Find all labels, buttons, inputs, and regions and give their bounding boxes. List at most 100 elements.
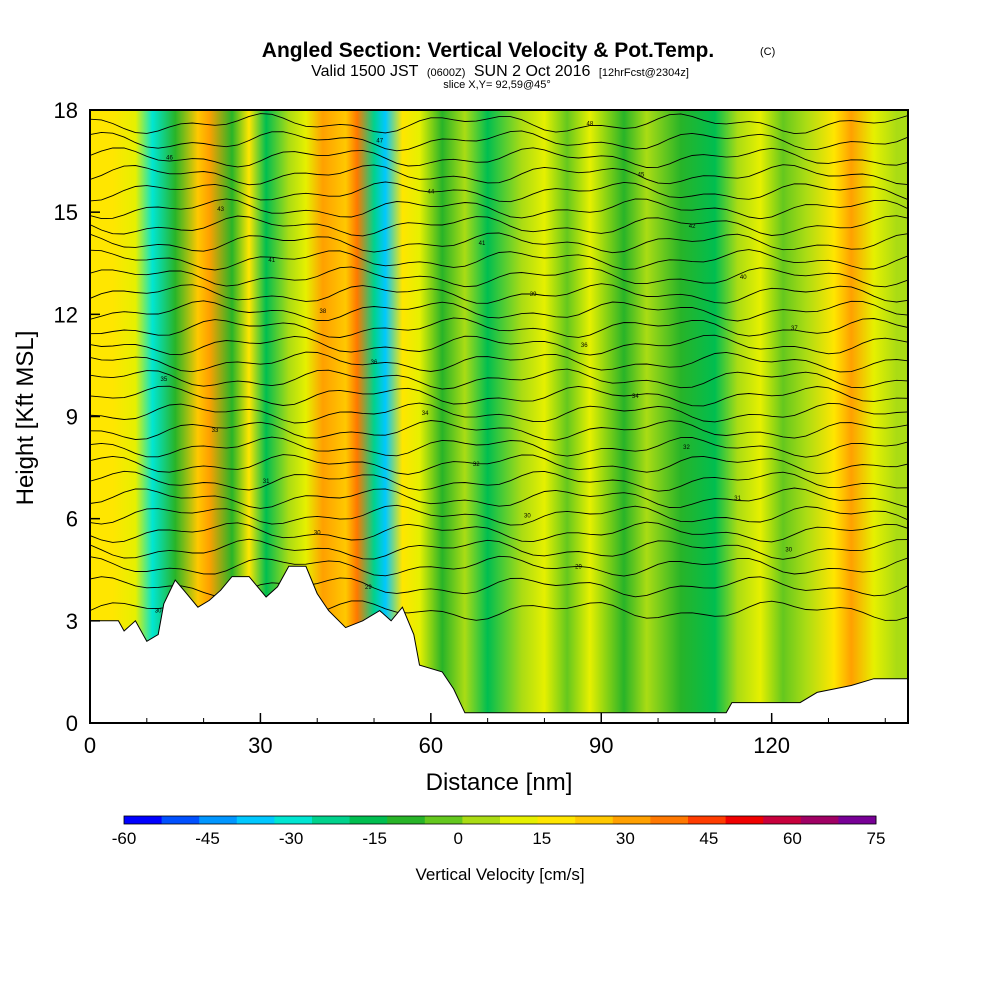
isentrope-line <box>90 130 908 152</box>
x-tick-label: 120 <box>753 733 790 758</box>
isentrope-label: 44 <box>427 190 434 196</box>
colorbar-tick-label: -30 <box>279 829 304 848</box>
colorbar-tick-label: -15 <box>362 829 387 848</box>
colorbar-tick-label: 45 <box>699 829 718 848</box>
isentrope-label: 30 <box>785 547 792 553</box>
isentrope-label: 48 <box>587 122 594 128</box>
colorbar-swatch <box>387 816 426 824</box>
subtitle-forecast: [12hrFcst@2304z] <box>599 67 689 79</box>
isentrope-label: 37 <box>791 326 798 332</box>
y-tick-label: 9 <box>66 405 78 430</box>
colorbar-swatch <box>500 816 539 824</box>
isentrope-layer: 30 29 29 30 30 30 31 31 32 32 33 34 34 35 36 36 37 38 39 40… <box>90 113 908 621</box>
colorbar-swatch <box>161 816 200 824</box>
chart-title: Angled Section: Vertical Velocity & Pot.… <box>262 39 714 62</box>
colorbar-swatch <box>312 816 351 824</box>
y-tick-label: 12 <box>54 302 78 327</box>
isentrope-line <box>90 147 908 168</box>
isentrope-label: 30 <box>155 609 162 615</box>
colorbar-tick-label: -60 <box>112 829 137 848</box>
isentrope-label: 32 <box>473 462 480 468</box>
isentrope-label: 30 <box>314 530 321 536</box>
isentrope-line <box>90 351 908 373</box>
isentrope-label: 39 <box>530 292 537 298</box>
colorbar-swatch <box>725 816 764 824</box>
isentrope-line <box>90 420 908 441</box>
colorbar: -60 -45 -30 -15 0 15 30 45 60 75 <box>112 815 886 848</box>
isentrope-label: 38 <box>320 309 327 315</box>
y-tick-label: 15 <box>54 200 78 225</box>
isentrope-label: 29 <box>575 564 582 570</box>
isentrope-label: 42 <box>689 224 696 230</box>
x-tick-label: 60 <box>419 733 443 758</box>
isentrope-label: 30 <box>524 513 531 519</box>
x-tick-label: 90 <box>589 733 613 758</box>
svg-text:Valid 1500 JST (0600Z): Valid 1500 JST (0600Z) SUN 2 Oct 2016 [1… <box>311 63 689 80</box>
isentrope-label: 40 <box>740 275 747 281</box>
isentrope-label: 29 <box>365 585 372 591</box>
colorbar-swatch <box>537 816 576 824</box>
isentrope-line <box>90 487 908 509</box>
colorbar-tick-label: 30 <box>616 829 635 848</box>
isentrope-line <box>90 317 908 338</box>
x-axis-label: Distance [nm] <box>426 769 573 796</box>
y-tick-label: 18 <box>54 98 78 123</box>
chart-title-suffix: (C) <box>760 46 775 58</box>
isentrope-label: 41 <box>268 258 275 264</box>
colorbar-swatch <box>688 816 727 824</box>
chart-subtitle: Valid 1500 JST (0600Z) SUN 2 Oct 2016 [1… <box>311 63 689 80</box>
isentrope-label: 31 <box>734 496 741 502</box>
isentrope-label: 31 <box>263 479 270 485</box>
isentrope-label: 34 <box>632 394 639 400</box>
colorbar-swatch <box>199 816 238 824</box>
colorbar-tick-label: 75 <box>867 829 886 848</box>
colorbar-swatch <box>838 816 877 824</box>
colorbar-frame <box>123 815 877 825</box>
isentrope-line <box>90 385 908 407</box>
isentrope-label: 35 <box>161 377 168 383</box>
isentrope-label: 34 <box>422 411 429 417</box>
terrain-mask <box>90 565 908 723</box>
isentrope-line <box>90 504 908 526</box>
colorbar-swatch <box>274 816 313 824</box>
isentrope-label: 41 <box>479 241 486 247</box>
isentrope-line <box>90 555 908 577</box>
isentrope-label: 33 <box>212 428 219 434</box>
x-tick-label: 30 <box>248 733 272 758</box>
isentrope-line <box>90 470 908 492</box>
colorbar-swatch <box>124 816 163 824</box>
isentrope-line <box>90 521 908 543</box>
isentrope-label: 32 <box>683 445 690 451</box>
x-tick-label: 0 <box>84 733 96 758</box>
isentrope-line <box>90 164 908 186</box>
isentrope-line <box>90 113 908 135</box>
colorbar-swatch <box>349 816 388 824</box>
isentrope-line <box>90 368 908 390</box>
isentrope-label: 47 <box>376 139 383 145</box>
y-axis-label: Height [Kft MSL] <box>12 331 39 506</box>
isentrope-line <box>90 249 908 271</box>
colorbar-swatch <box>424 816 463 824</box>
isentrope-line <box>90 283 908 304</box>
isentrope-line <box>90 181 908 203</box>
isentrope-line <box>90 538 908 560</box>
subtitle-valid: Valid 1500 JST <box>311 63 419 80</box>
colorbar-swatch <box>800 816 839 824</box>
isentrope-line <box>90 300 908 322</box>
isentrope-label: 43 <box>217 207 224 213</box>
y-tick-label: 3 <box>66 609 78 634</box>
isentrope-label: 46 <box>166 156 173 162</box>
colorbar-tick-label: -45 <box>195 829 220 848</box>
colorbar-swatch <box>763 816 802 824</box>
isentrope-label: 36 <box>581 343 588 349</box>
isentrope-label: 45 <box>638 173 645 179</box>
y-tick-label: 0 <box>66 711 78 736</box>
isentrope-line <box>90 402 908 424</box>
colorbar-tick-label: 0 <box>453 829 462 848</box>
colorbar-swatch <box>236 816 275 824</box>
isentrope-line <box>90 266 908 288</box>
isentrope-line <box>90 215 908 237</box>
isentrope-line <box>90 198 908 220</box>
colorbar-swatch <box>612 816 651 824</box>
